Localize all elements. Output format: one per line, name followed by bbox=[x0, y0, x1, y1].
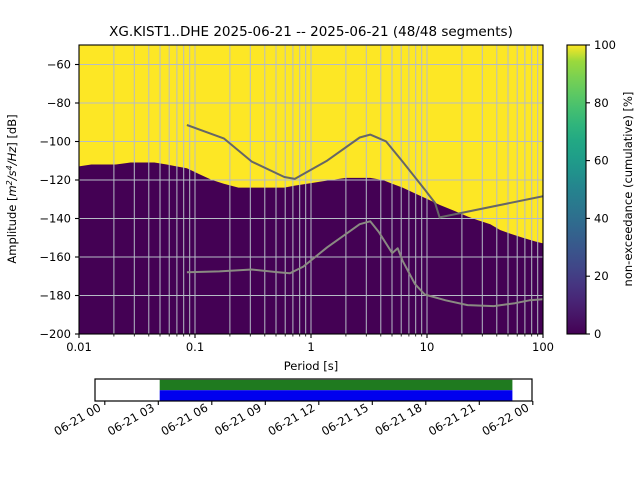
y-tick-label: −60 bbox=[47, 58, 71, 72]
y-axis-label-suffix: ] [dB] bbox=[5, 114, 19, 146]
colorbar-tick-label: 0 bbox=[594, 327, 601, 341]
x-axis-ticks: 0.01 0.1 1 10 100 bbox=[66, 334, 554, 354]
grid-lines bbox=[78, 45, 544, 335]
y-tick-label: −160 bbox=[39, 250, 71, 264]
y-tick-label: −200 bbox=[39, 327, 71, 341]
y-axis-ticks: −200 −180 −160 −140 −120 −100 −80 −60 bbox=[39, 58, 79, 341]
colorbar-ticks bbox=[586, 44, 590, 335]
colorbar-tick-label: 40 bbox=[594, 211, 609, 225]
x-tick-label: 0.1 bbox=[186, 340, 204, 354]
y-axis-label-prefix: Amplitude [ bbox=[5, 197, 19, 264]
colorbar-tick-label: 60 bbox=[594, 154, 609, 168]
nhnm-line bbox=[186, 124, 543, 219]
main-axes: −200 −180 −160 −140 −120 −100 −80 −60 bbox=[5, 44, 554, 373]
coverage-bar-blue bbox=[159, 390, 513, 401]
y-axis-label: Amplitude [m2/s4/Hz] [dB] bbox=[5, 114, 20, 263]
colorbar-gradient bbox=[567, 45, 586, 334]
y-tick-label: −100 bbox=[39, 135, 71, 149]
x-tick-label: 10 bbox=[420, 340, 435, 354]
nlnm-line bbox=[186, 220, 543, 308]
colorbar-tick-label: 20 bbox=[594, 269, 609, 283]
colorbar-tick-label: 100 bbox=[594, 38, 616, 52]
colorbar-tick-label: 80 bbox=[594, 96, 609, 110]
svg-text:Amplitude [m2/s4/Hz] [dB]: Amplitude [m2/s4/Hz] [dB] bbox=[5, 114, 20, 263]
x-axis-label: Period [s] bbox=[284, 359, 338, 373]
y-tick-label: −140 bbox=[39, 212, 71, 226]
x-tick-label: 1 bbox=[307, 340, 314, 354]
y-tick-label: −120 bbox=[39, 173, 71, 187]
page-title: XG.KIST1..DHE 2025-06-21 -- 2025-06-21 (… bbox=[109, 24, 513, 40]
colorbar-label: non-exceedance (cumulative) [%] bbox=[621, 92, 635, 287]
coverage-frame bbox=[94, 378, 533, 402]
y-tick-label: −80 bbox=[47, 96, 71, 110]
x-tick-label: 0.01 bbox=[66, 340, 92, 354]
coverage-bar-green bbox=[159, 379, 513, 391]
coverage-ticks bbox=[104, 401, 534, 405]
x-tick-label: 100 bbox=[532, 340, 554, 354]
colorbar[interactable]: 0 20 40 60 80 100 non-exceedance (cumula… bbox=[566, 38, 635, 341]
y-tick-label: −180 bbox=[39, 289, 71, 303]
colorbar-frame bbox=[566, 44, 587, 335]
